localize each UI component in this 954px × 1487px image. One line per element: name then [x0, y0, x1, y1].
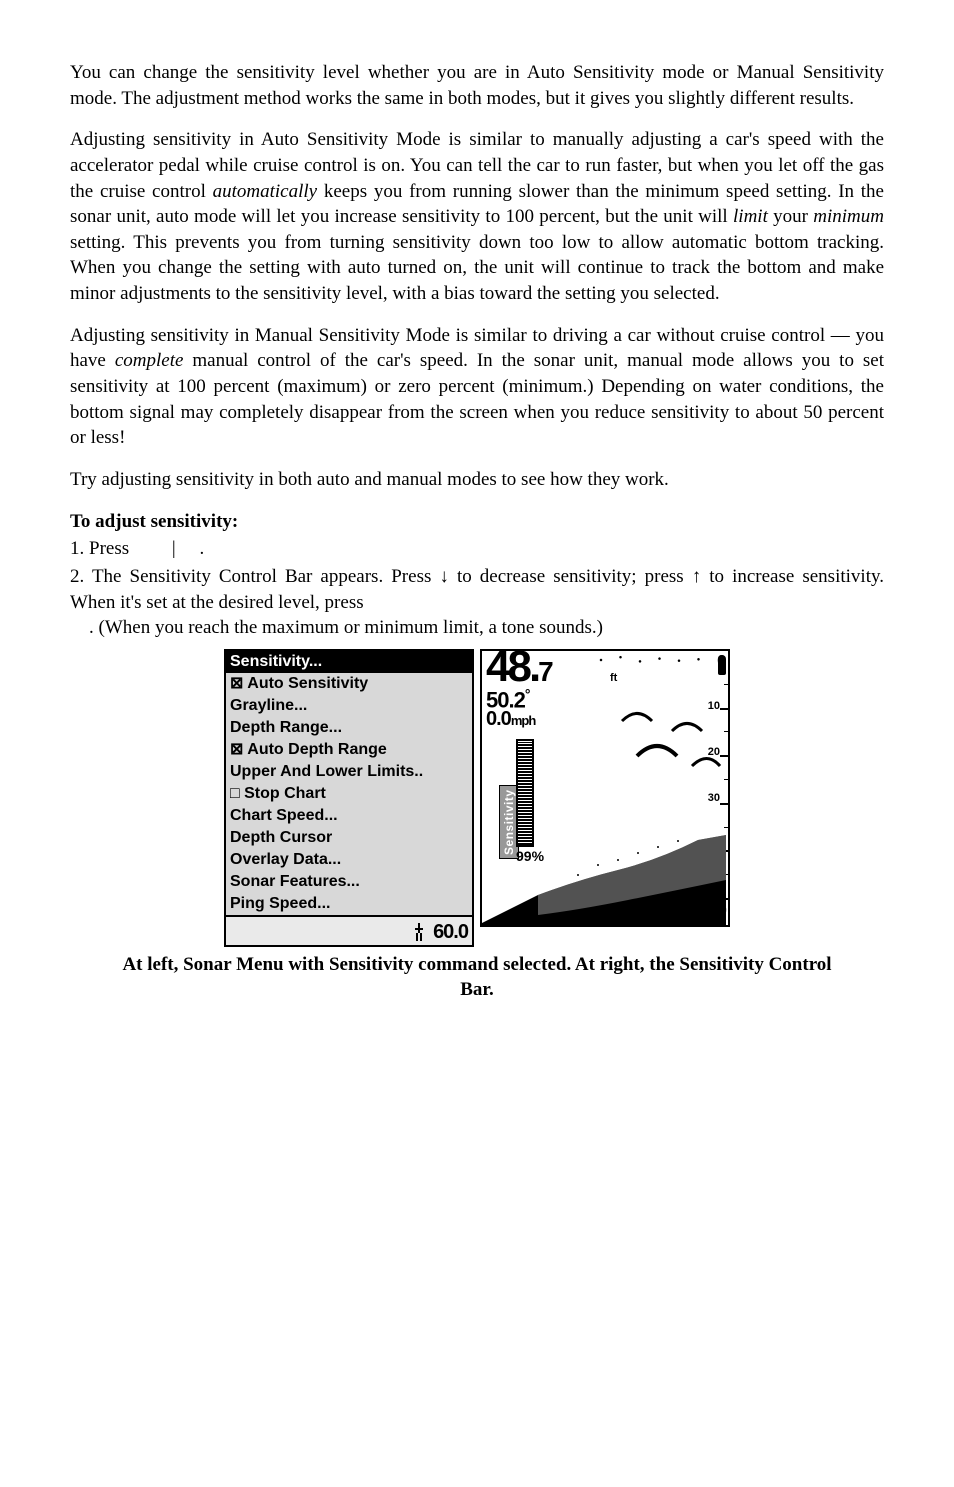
- text-italic: automatically: [213, 181, 317, 202]
- figure-caption: At left, Sonar Menu with Sensitivity com…: [110, 953, 844, 1002]
- step-1: 1. Press | .: [70, 536, 884, 562]
- text-italic: limit: [733, 206, 768, 227]
- up-arrow-icon: ↑: [692, 566, 702, 587]
- text-italic: minimum: [813, 206, 884, 227]
- menu-item-chart-speed[interactable]: Chart Speed...: [226, 805, 472, 827]
- menu-item-sonar-features[interactable]: Sonar Features...: [226, 871, 472, 893]
- menu-item-grayline[interactable]: Grayline...: [226, 695, 472, 717]
- speed-unit: mph: [511, 713, 535, 728]
- menu-item-ping-speed[interactable]: Ping Speed...: [226, 893, 472, 915]
- text: |: [172, 538, 176, 559]
- depth-decimal: 7: [538, 656, 551, 687]
- text-italic: complete: [115, 350, 184, 371]
- text: setting. This prevents you from turning …: [70, 232, 884, 304]
- sensitivity-fill: [518, 742, 532, 845]
- text: .: [199, 538, 204, 559]
- text: 2. The Sensitivity Control Bar appears. …: [70, 566, 439, 587]
- paragraph-3: Adjusting sensitivity in Manual Sensitiv…: [70, 323, 884, 451]
- menu-item-auto-depth-range[interactable]: ⊠ Auto Depth Range: [226, 739, 472, 761]
- degree-icon: °: [525, 686, 530, 702]
- menu-footer: 60.0: [226, 915, 472, 945]
- speed-reading: 0.0mph: [486, 709, 535, 729]
- sensitivity-percent: 99%: [516, 847, 544, 866]
- menu-item-depth-range[interactable]: Depth Range...: [226, 717, 472, 739]
- menu-item-auto-sensitivity[interactable]: ⊠ Auto Sensitivity: [226, 673, 472, 695]
- speed-value: 0.0: [486, 708, 511, 730]
- menu-item-sensitivity[interactable]: Sensitivity...: [226, 651, 472, 673]
- text: 1. Press: [70, 538, 134, 559]
- menu-item-overlay-data[interactable]: Overlay Data...: [226, 849, 472, 871]
- sonar-menu: Sensitivity... ⊠ Auto Sensitivity Grayli…: [224, 649, 474, 947]
- depth-main: 48.: [486, 649, 538, 691]
- heading-adjust: To adjust sensitivity:: [70, 509, 884, 535]
- menu-item-stop-chart[interactable]: □ Stop Chart: [226, 783, 472, 805]
- range-bottom: 60.0: [691, 898, 726, 925]
- text: . (When you reach the maximum or minimum…: [89, 617, 603, 638]
- fish-icon: [412, 923, 426, 941]
- unit-label: ft: [610, 671, 617, 686]
- paragraph-1: You can change the sensitivity level whe…: [70, 60, 884, 111]
- menu-item-upper-lower-limits[interactable]: Upper And Lower Limits..: [226, 761, 472, 783]
- surface-clutter: [588, 653, 718, 667]
- text: manual control of the car's speed. In th…: [70, 350, 884, 448]
- figures-row: Sensitivity... ⊠ Auto Sensitivity Grayli…: [70, 649, 884, 947]
- text: your: [768, 206, 813, 227]
- footer-depth: 60.0: [433, 920, 468, 945]
- step-2: 2. The Sensitivity Control Bar appears. …: [70, 564, 884, 641]
- sensitivity-bar[interactable]: [516, 739, 534, 847]
- menu-item-depth-cursor[interactable]: Depth Cursor: [226, 827, 472, 849]
- paragraph-2: Adjusting sensitivity in Auto Sensitivit…: [70, 127, 884, 306]
- paragraph-4: Try adjusting sensitivity in both auto a…: [70, 467, 884, 493]
- depth-reading: 48.7: [486, 649, 551, 689]
- fish-arches: [542, 701, 722, 821]
- down-arrow-icon: ↓: [439, 566, 449, 587]
- sonar-display: 48.7 50.2° 0.0mph ft 0 10 20 30 40 50: [480, 649, 730, 927]
- text: to decrease sensitivity; press: [449, 566, 692, 587]
